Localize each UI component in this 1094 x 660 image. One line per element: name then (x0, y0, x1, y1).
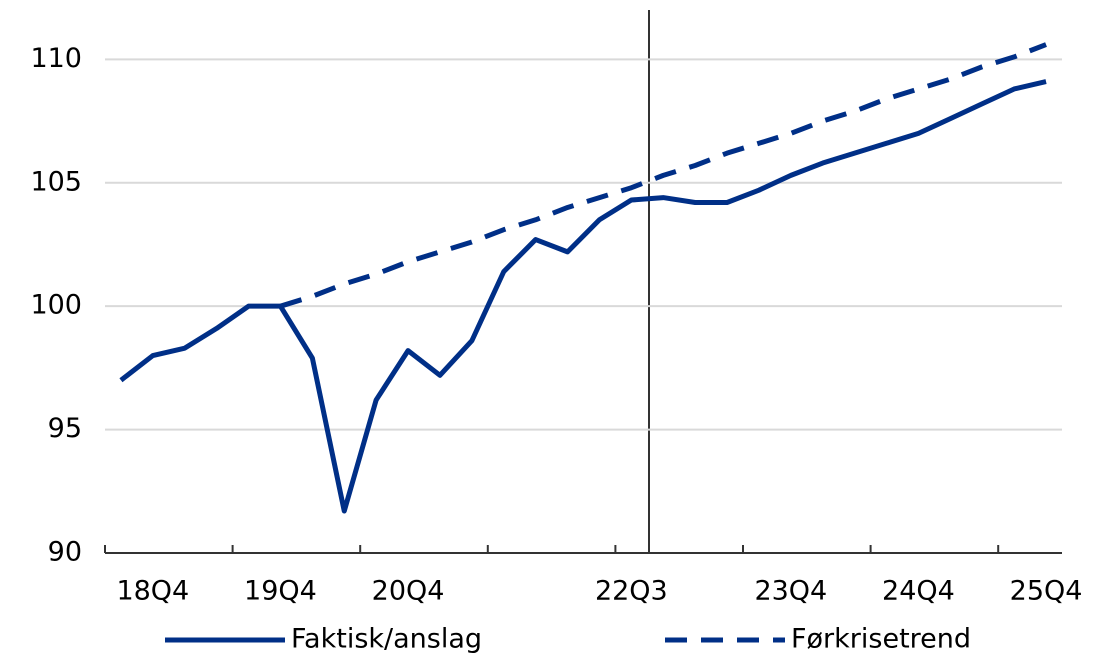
x-tick-label: 22Q3 (595, 576, 668, 607)
legend-label: Faktisk/anslag (291, 624, 482, 655)
x-tick-label: 23Q4 (754, 576, 827, 607)
y-tick-label: 95 (48, 413, 82, 444)
x-tick-label: 20Q4 (372, 576, 445, 607)
data-line (119, 79, 1047, 514)
x-tick-label: 19Q4 (244, 576, 317, 607)
y-tick-label: 100 (30, 290, 82, 321)
x-tick-label: 24Q4 (882, 576, 955, 607)
data-line (279, 42, 1047, 309)
y-tick-label: 110 (30, 43, 82, 74)
x-tick-label: 25Q4 (1010, 576, 1083, 607)
y-tick-label: 90 (48, 537, 82, 568)
x-tick-label: 18Q4 (116, 576, 189, 607)
legend-label: Førkrisetrend (791, 624, 971, 655)
y-tick-label: 105 (30, 166, 82, 197)
